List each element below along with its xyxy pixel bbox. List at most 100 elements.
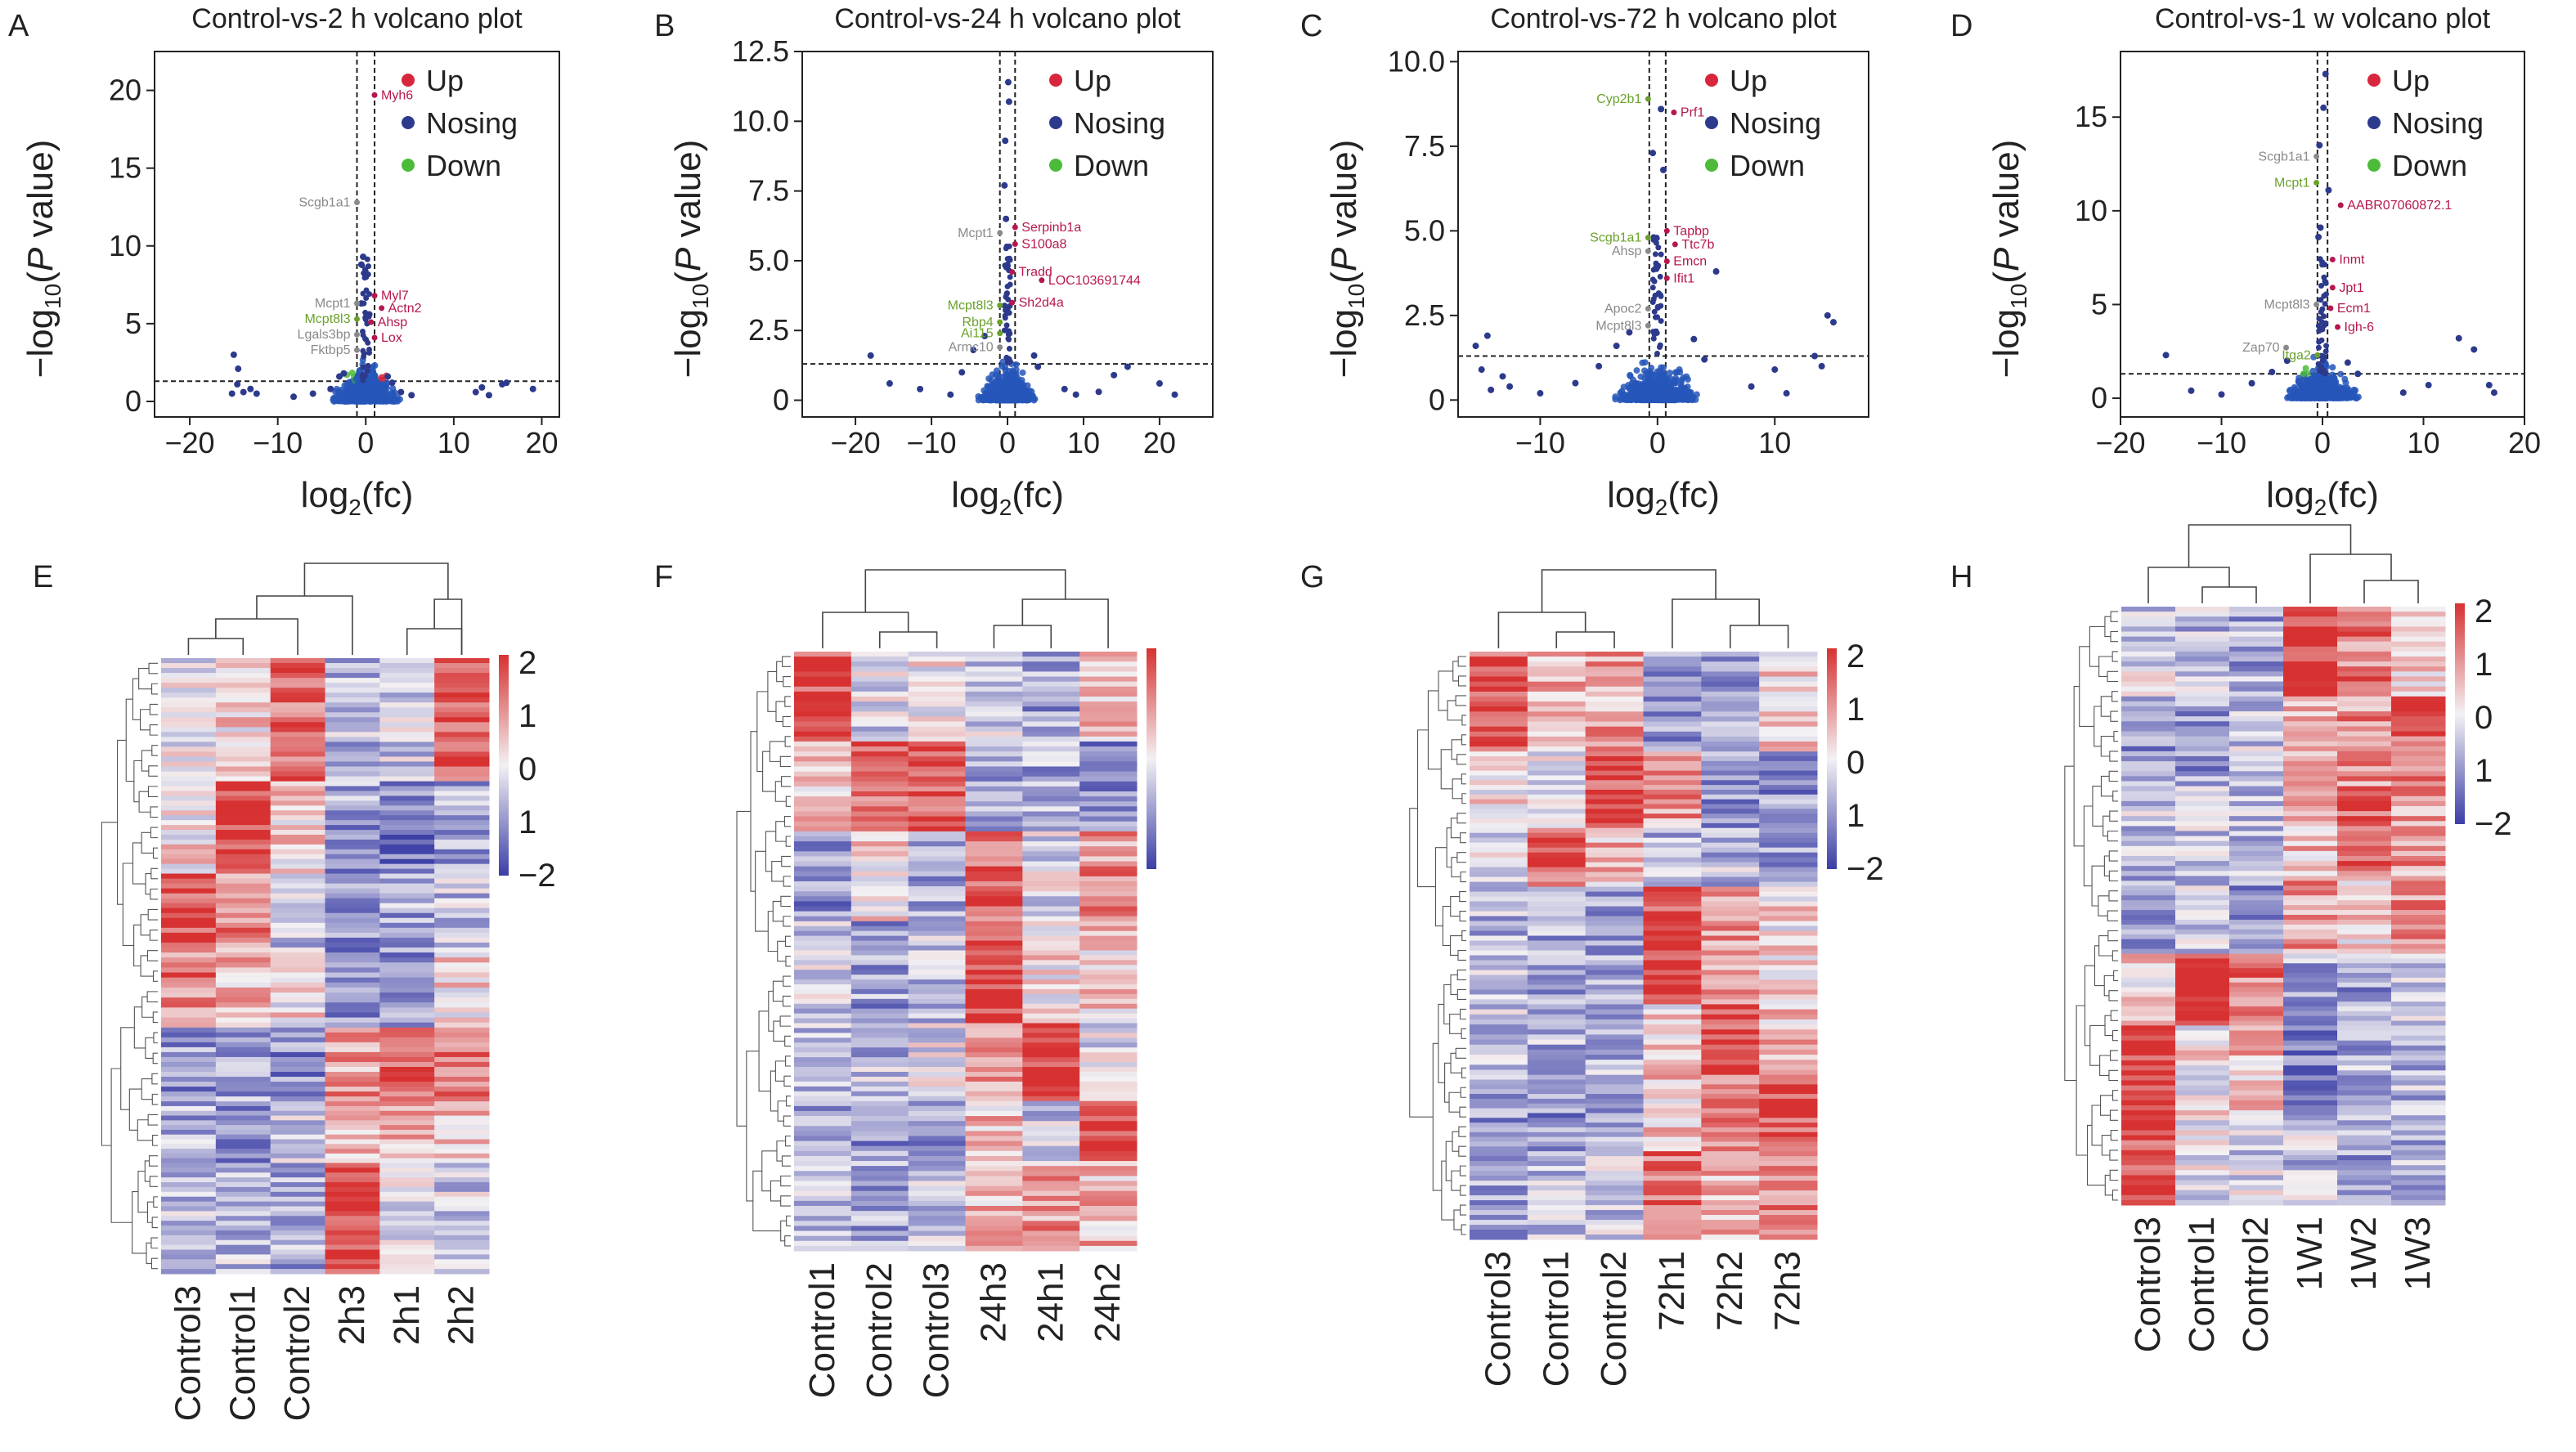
heatmap-cell — [161, 727, 217, 733]
heatmap-cell — [215, 830, 272, 836]
heatmap-cell — [794, 984, 852, 990]
column-point — [1004, 261, 1011, 267]
heatmap-cell — [325, 1158, 380, 1163]
gene-point — [2313, 301, 2320, 307]
heatmap-cell — [1079, 836, 1138, 842]
heatmap-cell — [965, 786, 1023, 792]
cloud-point — [341, 382, 348, 389]
heatmap-cell — [325, 1046, 380, 1053]
heatmap-cell — [1585, 661, 1644, 667]
gene-point — [997, 230, 1003, 236]
cloud-point — [1666, 379, 1673, 387]
heatmap-cell — [215, 942, 272, 948]
scatter-point — [886, 380, 893, 388]
scatter-point — [2485, 382, 2493, 389]
row-dendrogram-branch — [758, 1011, 771, 1092]
heatmap-cell — [908, 1150, 966, 1157]
heatmap-cell — [161, 1249, 217, 1255]
chart-title: Control-vs-2 h volcano plot — [191, 3, 523, 34]
heatmap-cell — [215, 1032, 272, 1038]
heatmap-cell — [1079, 1235, 1138, 1242]
heatmap-cell — [434, 1201, 490, 1207]
heatmap-cell — [379, 800, 435, 806]
heatmap-cell — [1022, 1145, 1080, 1152]
heatmap-cell — [1079, 1057, 1138, 1063]
heatmap-cell — [325, 1042, 380, 1048]
heatmap-cell — [850, 984, 909, 990]
heatmap-cell — [379, 873, 435, 880]
heatmap-cell — [794, 891, 852, 897]
cloud-point — [1692, 396, 1699, 403]
heatmap-cell — [850, 1211, 909, 1217]
cloud-point — [999, 363, 1006, 370]
heatmap-cell — [1022, 935, 1080, 942]
heatmap-cell — [965, 886, 1023, 892]
heatmap-cell — [908, 701, 966, 707]
heatmap-cell — [215, 825, 272, 831]
heatmap-cell — [325, 912, 380, 919]
heatmap-cell — [161, 1244, 217, 1251]
heatmap-cell — [850, 666, 909, 672]
heatmap-cell — [379, 972, 435, 979]
column-point — [2318, 325, 2324, 331]
heatmap-cell — [379, 683, 435, 688]
heatmap-cell — [325, 932, 380, 939]
heatmap-cell — [270, 815, 325, 821]
heatmap-cell — [270, 1017, 325, 1024]
heatmap-cell — [1022, 965, 1080, 970]
scatter-point — [1111, 371, 1118, 379]
heatmap-cell — [325, 863, 380, 870]
heatmap-cell — [215, 791, 272, 796]
heatmap-cell — [965, 816, 1023, 822]
heatmap-cell — [379, 1144, 435, 1150]
heatmap-cell — [1079, 671, 1138, 678]
heatmap-cell — [325, 776, 380, 782]
scatter-point — [1499, 373, 1506, 380]
heatmap-cell — [850, 1100, 909, 1107]
heatmap-cell — [794, 993, 852, 1000]
heatmap-cell — [1022, 1057, 1080, 1063]
heatmap-cell — [161, 697, 217, 703]
heatmap-cell — [270, 1211, 325, 1217]
heatmap-cell — [325, 839, 380, 845]
heatmap-cell — [965, 776, 1023, 782]
heatmap-cell — [908, 960, 966, 966]
heatmap-cell — [908, 652, 966, 657]
heatmap-cell — [379, 1017, 435, 1024]
heatmap-cell — [850, 1047, 909, 1053]
heatmap-cell — [794, 686, 852, 692]
scatter-point — [1030, 352, 1038, 359]
column-point — [2319, 259, 2326, 266]
y-tick-label: 10.0 — [732, 104, 789, 137]
heatmap-cell — [908, 1166, 966, 1172]
heatmap-cell — [965, 701, 1023, 707]
gene-point — [371, 92, 378, 98]
scatter-point — [1478, 366, 1485, 374]
heatmap-cell — [794, 970, 852, 975]
x-tick-label: −20 — [165, 426, 215, 459]
heatmap-cell — [434, 1101, 490, 1107]
heatmap-cell — [794, 1081, 852, 1087]
heatmap-cell — [1022, 861, 1080, 867]
heatmap-cell — [270, 1072, 325, 1078]
scatter-point — [1572, 379, 1579, 387]
gene-point — [354, 199, 360, 206]
heatmap-cell — [965, 841, 1023, 847]
heatmap-cell — [270, 878, 325, 885]
gene-label: Ai115 — [961, 327, 994, 341]
heatmap-cell — [161, 742, 217, 747]
gene-point — [997, 302, 1003, 309]
heatmap-cell — [434, 810, 490, 816]
heatmap-cell — [850, 866, 909, 872]
cloud-point — [1687, 389, 1694, 397]
y-tick-label: 0 — [1429, 383, 1445, 416]
scatter-point — [2316, 141, 2323, 149]
heatmap-cell — [1079, 861, 1138, 867]
scatter-point — [253, 390, 260, 397]
column-point — [1653, 240, 1659, 246]
heatmap-cell — [1585, 676, 1644, 683]
column-point — [365, 271, 371, 278]
heatmap-cell — [965, 1047, 1023, 1053]
heatmap-cell — [850, 1018, 909, 1024]
